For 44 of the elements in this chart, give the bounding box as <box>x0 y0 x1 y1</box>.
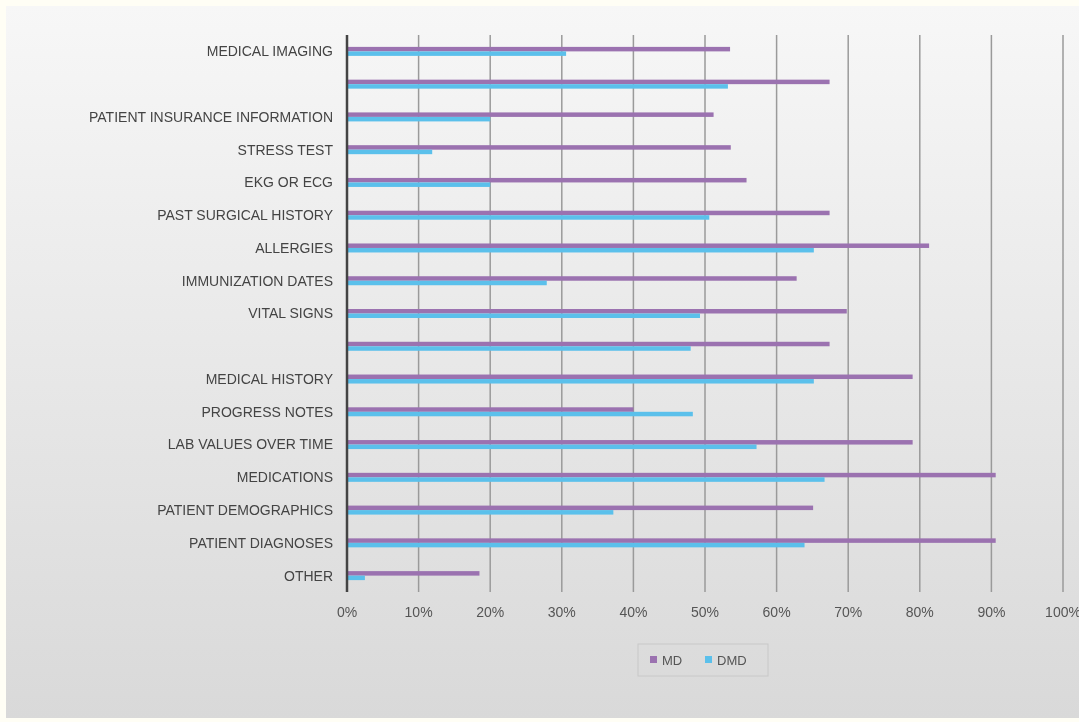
bar <box>347 346 691 351</box>
legend-label: MD <box>662 652 683 668</box>
x-tick-label: 60% <box>762 603 791 620</box>
y-tick-label: PROGRESS NOTES <box>201 403 333 420</box>
y-tick-label: ALLERGIES <box>255 239 333 256</box>
bar <box>347 571 480 576</box>
bar <box>347 440 913 445</box>
y-tick-label: STRESS TEST <box>237 141 334 158</box>
bar <box>347 182 491 187</box>
x-tick-label: 80% <box>905 603 934 620</box>
x-tick-label: 20% <box>476 603 505 620</box>
bar <box>347 538 996 543</box>
y-tick-label: EKG OR ECG <box>244 174 333 191</box>
y-tick-label: PAST SURGICAL HISTORY <box>157 207 334 224</box>
y-tick-label: IMMUNIZATION DATES <box>181 272 333 289</box>
x-tick-label: 30% <box>547 603 576 620</box>
x-tick-label: 0% <box>336 603 358 620</box>
bar <box>347 407 634 412</box>
bar <box>347 477 825 482</box>
x-tick-label: 90% <box>977 603 1006 620</box>
y-tick-label: PATIENT INSURANCE INFORMATION <box>89 108 333 125</box>
y-tick-label: VITAL SIGNS <box>248 305 333 322</box>
bar <box>347 145 731 150</box>
y-tick-label: MEDICAL HISTORY <box>205 370 334 387</box>
bar <box>347 215 710 220</box>
y-tick-label: LAB VALUES OVER TIME <box>167 436 333 453</box>
y-tick-label: MEDICATIONS <box>236 469 333 486</box>
bar <box>347 51 567 56</box>
bar <box>347 379 814 384</box>
x-tick-label: 70% <box>834 603 863 620</box>
legend-label: DMD <box>717 652 747 668</box>
y-tick-label: PATIENT DEMOGRAPHICS <box>157 501 333 518</box>
bar <box>347 84 728 89</box>
bar <box>347 112 714 117</box>
y-tick-label: MEDICAL IMAGING <box>206 43 333 60</box>
y-tick-label: OTHER <box>284 567 333 584</box>
bar <box>347 510 614 515</box>
x-tick-label: 10% <box>404 603 433 620</box>
y-tick-label: PATIENT DIAGNOSES <box>189 534 333 551</box>
bar <box>347 309 847 314</box>
x-tick-label: 40% <box>619 603 648 620</box>
x-tick-label: 50% <box>690 603 720 620</box>
bar <box>347 276 797 281</box>
bar <box>347 243 930 248</box>
